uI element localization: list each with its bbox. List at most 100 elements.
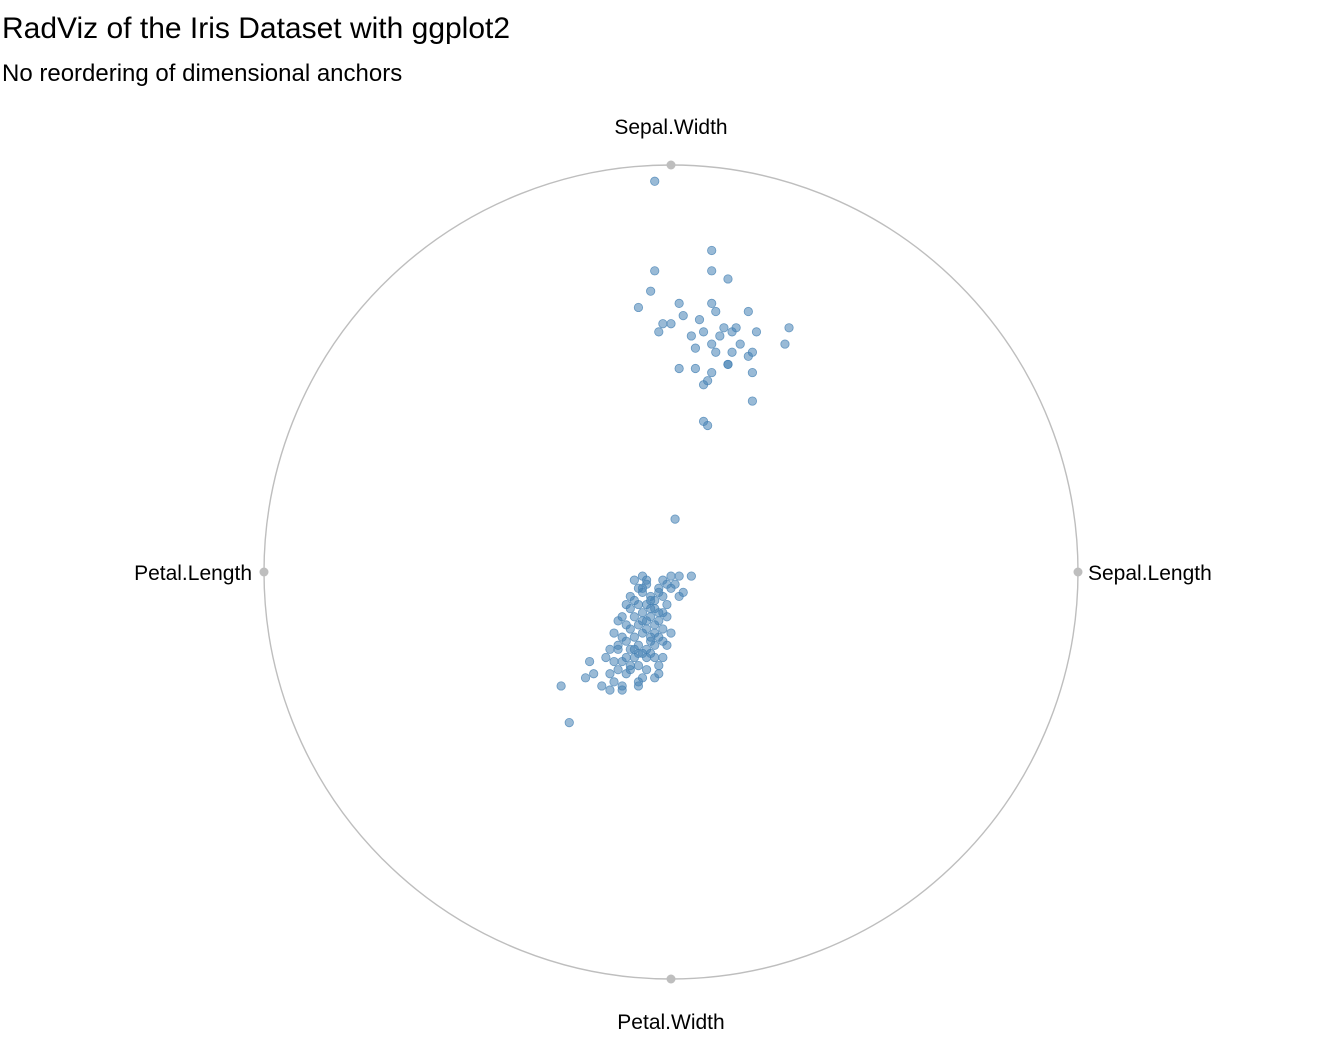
data-point: [707, 266, 717, 276]
data-point: [654, 661, 664, 671]
data-point: [662, 640, 672, 650]
data-point: [743, 306, 753, 317]
data-point: [743, 351, 753, 361]
data-point: [646, 604, 656, 614]
data-point: [723, 274, 733, 284]
data-point: [686, 331, 696, 341]
anchor-label: Sepal.Width: [614, 116, 727, 139]
data-point: [698, 380, 709, 390]
data-point: [633, 302, 644, 313]
data-point: [629, 612, 639, 622]
data-point: [621, 669, 631, 679]
data-point: [784, 323, 794, 333]
data-point: [654, 608, 664, 618]
data-point: [662, 599, 672, 610]
data-point: [747, 367, 758, 378]
data-point: [613, 616, 623, 626]
data-point: [637, 583, 648, 593]
data-point: [670, 514, 680, 524]
data-point: [625, 604, 635, 614]
data-point: [589, 669, 599, 679]
data-point: [723, 359, 733, 370]
data-point: [670, 579, 680, 589]
data-point: [629, 575, 639, 585]
data-point: [747, 396, 758, 406]
data-point: [621, 652, 631, 663]
data-point: [674, 591, 684, 602]
data-point: [658, 591, 668, 602]
data-point: [605, 669, 615, 679]
data-point: [601, 652, 611, 663]
data-point: [637, 608, 648, 618]
data-point: [613, 665, 623, 675]
data-point: [605, 685, 615, 695]
data-point: [641, 665, 652, 675]
data-point: [751, 327, 762, 337]
data-point: [666, 571, 676, 581]
data-point: [637, 571, 648, 581]
data-point: [556, 681, 566, 691]
data-point: [727, 327, 737, 337]
data-point: [690, 363, 701, 374]
anchor-label: Sepal.Length: [1088, 562, 1212, 585]
data-point: [650, 640, 660, 650]
anchors-layer: Sepal.Length Sepal.Width Petal.Length Petal…: [134, 116, 1212, 1034]
data-point: [735, 339, 745, 349]
data-point: [646, 595, 656, 606]
data-point: [654, 327, 664, 337]
chart-title: RadViz of the Iris Dataset with ggplot2: [2, 12, 511, 45]
data-point: [715, 331, 725, 341]
data-point: [637, 628, 648, 638]
data-point: [605, 644, 615, 654]
data-point: [674, 363, 684, 374]
data-point: [629, 632, 639, 642]
data-point: [711, 306, 721, 317]
data-point: [609, 628, 619, 638]
data-point: [658, 624, 668, 634]
data-point: [674, 298, 684, 308]
data-point: [654, 669, 664, 679]
data-point: [707, 298, 717, 308]
data-point: [666, 628, 676, 638]
points-layer: [556, 176, 794, 728]
data-point: [690, 343, 701, 353]
data-point: [650, 652, 660, 663]
data-point: [666, 319, 676, 329]
data-point: [719, 323, 729, 333]
data-point: [564, 717, 574, 728]
chart-subtitle: No reordering of dimensional anchors: [2, 60, 403, 87]
anchor-point: [1073, 567, 1083, 577]
data-point: [650, 266, 660, 276]
data-point: [609, 677, 619, 687]
data-point: [617, 681, 627, 691]
data-point: [625, 591, 635, 602]
anchor-point: [666, 974, 676, 984]
data-point: [637, 616, 648, 626]
data-point: [658, 319, 668, 329]
data-point: [646, 632, 656, 642]
data-point: [711, 347, 721, 357]
data-point: [658, 575, 668, 585]
data-point: [641, 652, 652, 663]
data-point: [580, 673, 591, 683]
data-point: [707, 245, 717, 256]
data-point: [621, 620, 631, 630]
data-point: [727, 347, 737, 357]
data-point: [698, 416, 709, 427]
data-point: [633, 677, 644, 687]
data-point: [609, 656, 619, 667]
data-point: [686, 571, 696, 581]
data-point: [780, 339, 790, 349]
data-point: [674, 571, 684, 581]
anchor-label: Petal.Length: [134, 562, 252, 585]
data-point: [650, 176, 660, 186]
data-point: [584, 656, 595, 667]
anchor-point: [666, 160, 676, 170]
data-point: [658, 652, 668, 663]
anchor-point: [259, 567, 269, 577]
data-point: [707, 339, 717, 349]
data-point: [650, 620, 660, 630]
data-point: [694, 315, 705, 325]
data-point: [633, 661, 644, 671]
